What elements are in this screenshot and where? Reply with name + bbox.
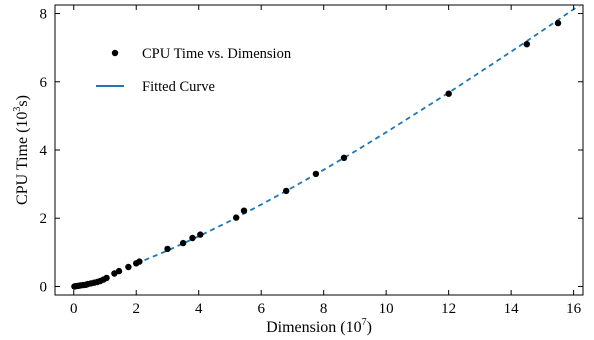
- y-tick-label: 2: [40, 211, 48, 227]
- data-point: [523, 41, 530, 48]
- data-point: [136, 258, 143, 265]
- data-point: [164, 245, 171, 253]
- data-point: [179, 239, 187, 247]
- x-tick-label: 16: [566, 301, 582, 317]
- data-point: [445, 90, 452, 97]
- legend-marker-scatter: [111, 49, 119, 57]
- data-point: [340, 154, 348, 161]
- y-tick-label: 8: [40, 7, 48, 23]
- x-tick-label: 12: [441, 301, 456, 317]
- fitted-curve-layer: [135, 4, 581, 265]
- data-point: [103, 274, 110, 282]
- x-tick-label: 8: [320, 301, 328, 317]
- data-point: [240, 207, 248, 214]
- y-tick-label: 4: [40, 143, 48, 159]
- y-axis-label-exponent: 3: [12, 107, 23, 112]
- x-tick-label: 10: [379, 301, 394, 317]
- x-axis-label: Dimension (107): [266, 317, 372, 336]
- fitted-curve-line: [135, 4, 581, 265]
- data-point: [125, 263, 132, 271]
- x-tick-label: 4: [195, 301, 203, 317]
- x-tick-label: 0: [70, 301, 78, 317]
- data-point: [283, 187, 290, 195]
- x-axis-label-exponent: 7: [362, 317, 367, 328]
- data-point: [554, 19, 562, 27]
- data-point: [312, 170, 320, 178]
- data-point: [197, 231, 204, 238]
- data-point: [233, 214, 240, 221]
- y-axis-ticks: 0 2 4 6 8: [40, 7, 583, 295]
- data-point: [115, 267, 123, 275]
- x-axis-ticks: 0 2 4 6 8 10 12 14 16: [70, 5, 582, 317]
- y-axis-label: CPU Time (103s): [12, 95, 31, 205]
- legend: CPU Time vs. Dimension Fitted Curve: [96, 46, 292, 95]
- data-points-layer: [71, 19, 562, 290]
- legend-label-scatter: CPU Time vs. Dimension: [142, 46, 292, 62]
- data-point: [189, 234, 196, 242]
- x-tick-label: 14: [504, 301, 520, 317]
- x-tick-label: 6: [257, 301, 265, 317]
- plot-frame: [54, 4, 584, 296]
- y-tick-label: 6: [40, 75, 48, 91]
- legend-label-fitted: Fitted Curve: [142, 79, 215, 95]
- y-tick-label: 0: [40, 279, 48, 295]
- x-tick-label: 2: [132, 301, 140, 317]
